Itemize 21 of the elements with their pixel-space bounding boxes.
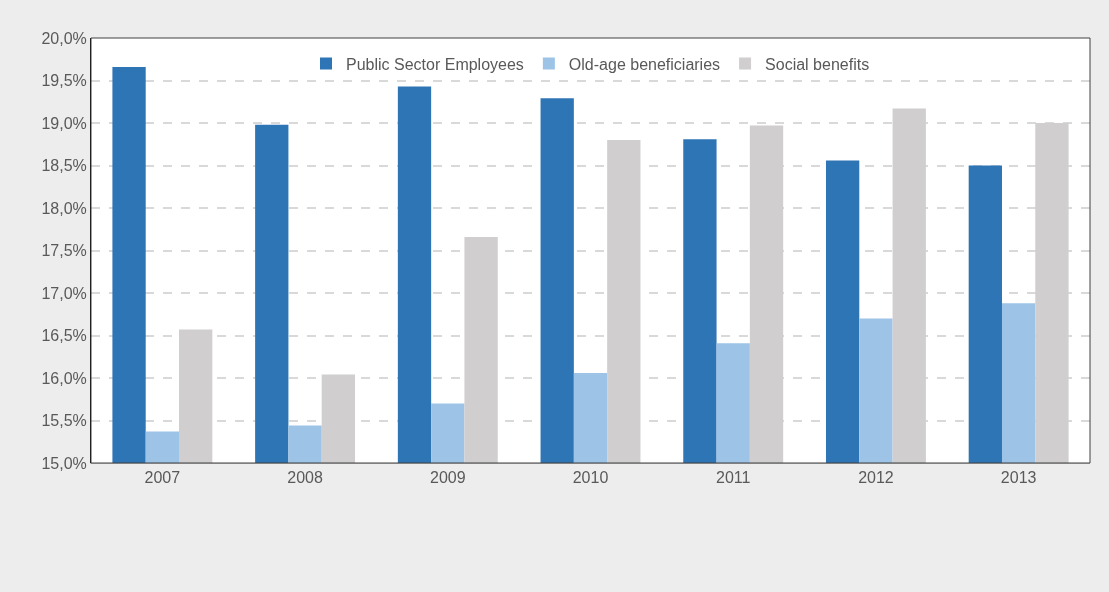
y-tick-label: 19,5% (41, 72, 87, 90)
x-tick-label: 2013 (1000, 469, 1037, 487)
legend-label: Public Sector Employees (346, 55, 524, 73)
y-tick-label: 17,5% (41, 242, 87, 260)
y-tick-label: 15,5% (41, 412, 87, 430)
y-tick-label: 15,0% (41, 454, 87, 472)
x-tick-label: 2007 (144, 469, 181, 487)
y-tick-label: 18,0% (41, 199, 87, 217)
x-tick-label: 2009 (429, 469, 466, 487)
x-tick-label: 2010 (572, 469, 609, 487)
legend-label: Social benefits (765, 55, 870, 73)
y-tick-label: 20,0% (41, 29, 87, 47)
legend-label: Old-age beneficiaries (568, 55, 721, 73)
y-tick-label: 18,5% (41, 157, 87, 175)
x-tick-label: 2012 (858, 469, 894, 487)
x-tick-label: 2011 (716, 469, 751, 487)
y-tick-label: 17,0% (41, 284, 87, 302)
y-tick-label: 16,0% (41, 369, 87, 387)
x-tick-label: 2008 (287, 469, 323, 487)
y-tick-label: 19,0% (41, 114, 87, 132)
y-tick-label: 16,5% (41, 327, 87, 345)
